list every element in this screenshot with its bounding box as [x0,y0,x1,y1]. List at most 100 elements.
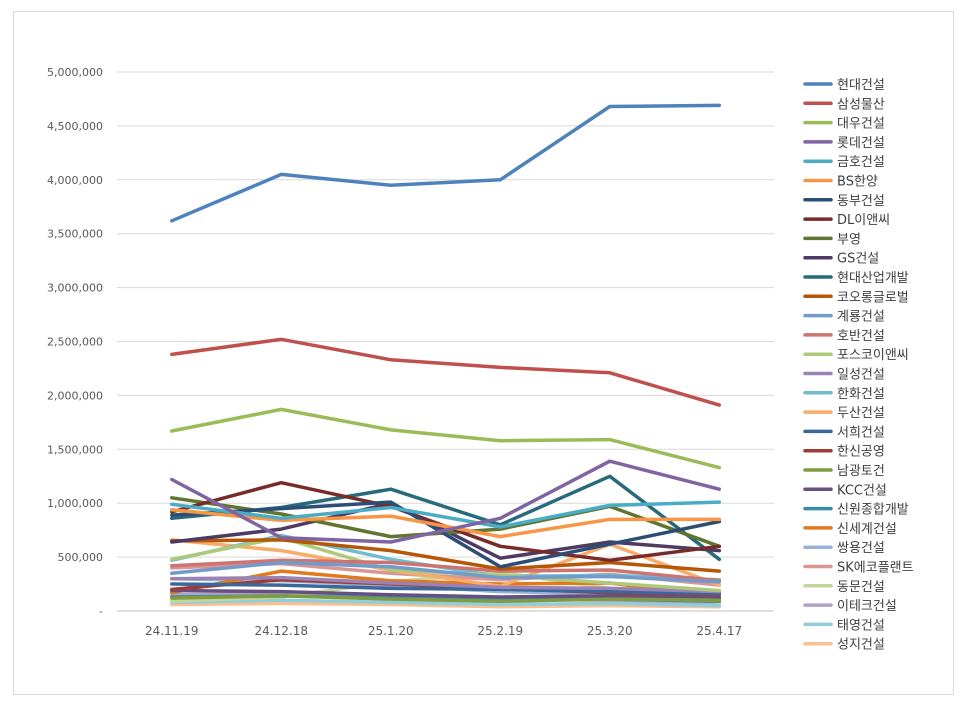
legend-item: DL이앤씨 [803,213,890,228]
legend-item: 호반건설 [803,329,885,344]
legend-item: 금호건설 [803,155,885,170]
y-tick-label: 4,000,000 [47,174,103,187]
legend-label: 현대산업개발 [837,271,909,286]
series-line-7 [170,500,722,569]
x-tick-label: 25.4.17 [696,624,742,638]
series-line-1 [170,103,722,223]
legend-item: 한화건설 [803,387,885,402]
y-tick-label: 1,000,000 [47,497,103,510]
series-lines [170,103,722,609]
legend-label: 신세계건설 [837,522,897,537]
series-line-16 [170,575,722,594]
legend-item: 남광토건 [803,464,885,479]
y-tick-label: 2,000,000 [47,389,103,402]
legend-item: 동부건설 [803,194,885,209]
legend-label: KCC건설 [837,483,887,498]
legend-label: 삼성물산 [837,97,885,112]
legend-item: 포스코이앤씨 [803,348,909,363]
y-tick-label: 500,000 [58,551,104,564]
y-tick-label: 1,500,000 [47,443,103,456]
y-tick-label: 3,500,000 [47,228,103,241]
legend-item: 쌍용건설 [803,541,885,556]
legend-item: 롯데건설 [803,136,885,151]
series-line-5 [170,500,722,529]
x-tick-label: 25.1.20 [368,624,414,638]
legend-label: SK에코플랜트 [837,561,914,576]
legend-item: 삼성물산 [803,97,885,112]
series-line-12 [170,538,722,573]
legend-label: 두산건설 [837,406,885,421]
legend-item: KCC건설 [803,483,887,498]
legend-label: 금호건설 [837,155,885,170]
legend-label: GS건설 [837,252,879,267]
legend-label: 한신공영 [837,445,885,460]
x-tick-label: 25.3.20 [587,624,633,638]
gridlines [117,71,774,612]
legend-item: 한신공영 [803,445,885,460]
series-line-21 [170,594,722,604]
legend-item: 일성건설 [803,368,885,383]
legend-label: 부영 [837,232,861,247]
legend-label: 일성건설 [837,368,885,383]
legend-item: 코오롱글로벌 [803,290,909,305]
legend-item: 계룡건설 [803,310,885,325]
legend-item: BS한양 [803,175,878,190]
legend-item: 태영건설 [803,618,885,633]
legend-label: 대우건설 [837,117,885,132]
series-line-14 [170,558,722,583]
series-line-19 [170,582,722,596]
y-tick-label: - [99,605,103,618]
y-tick-label: 5,000,000 [47,66,103,79]
legend-item: GS건설 [803,252,879,267]
legend-label: 포스코이앤씨 [837,348,909,363]
series-line-29 [170,598,722,608]
legend-label: 쌍용건설 [837,541,885,556]
legend-item: 성지건설 [803,638,885,653]
y-tick-label: 3,000,000 [47,282,103,295]
legend-item: 신원종합개발 [803,503,909,518]
x-tick-label: 24.11.19 [145,624,198,638]
chart-frame [13,11,954,695]
series-line-30 [170,601,722,609]
x-axis: 24.11.19 24.12.18 25.1.20 25.2.19 25.3.20 25.… [145,624,742,638]
legend-label: 서희건설 [837,425,885,440]
legend-label: DL이앤씨 [837,213,890,228]
legend-label: 롯데건설 [837,136,885,151]
y-tick-label: 2,500,000 [47,336,103,349]
legend-label: 동문건설 [837,580,885,595]
legend-item: 두산건설 [803,406,885,421]
legend-item: 대우건설 [803,117,885,132]
legend-label: BS한양 [837,175,878,190]
legend-item: 현대산업개발 [803,271,909,286]
legend-label: 신원종합개발 [837,503,909,518]
x-tick-label: 24.12.18 [255,624,308,638]
legend-label: 코오롱글로벌 [837,290,909,305]
legend-label: 성지건설 [837,638,885,653]
legend-label: 이테크건설 [837,599,897,614]
y-axis: - 500,000 1,000,000 1,500,000 2,000,000 2,500… [47,66,103,618]
legend-label: 현대건설 [837,78,885,93]
x-tick-label: 25.2.19 [477,624,523,638]
legend-label: 동부건설 [837,194,885,209]
legend-label: 태영건설 [837,618,885,633]
series-line-18 [170,538,722,588]
series-line-22 [170,588,722,600]
legend-item: SK에코플랜트 [803,561,914,576]
series-line-6 [170,507,722,539]
legend-item: 부영 [803,232,861,247]
series-line-3 [170,407,722,470]
legend-label: 호반건설 [837,329,885,344]
legend-label: 남광토건 [837,464,885,479]
series-line-2 [170,337,722,407]
series-line-13 [170,560,722,584]
legend-label: 한화건설 [837,387,885,402]
legend-item: 동문건설 [803,580,885,595]
legend-label: 계룡건설 [837,310,885,325]
series-line-4 [170,459,722,544]
legend-item: 신세계건설 [803,522,897,537]
legend-item: 서희건설 [803,425,885,440]
y-tick-label: 4,500,000 [47,120,103,133]
legend-item: 이테크건설 [803,599,897,614]
